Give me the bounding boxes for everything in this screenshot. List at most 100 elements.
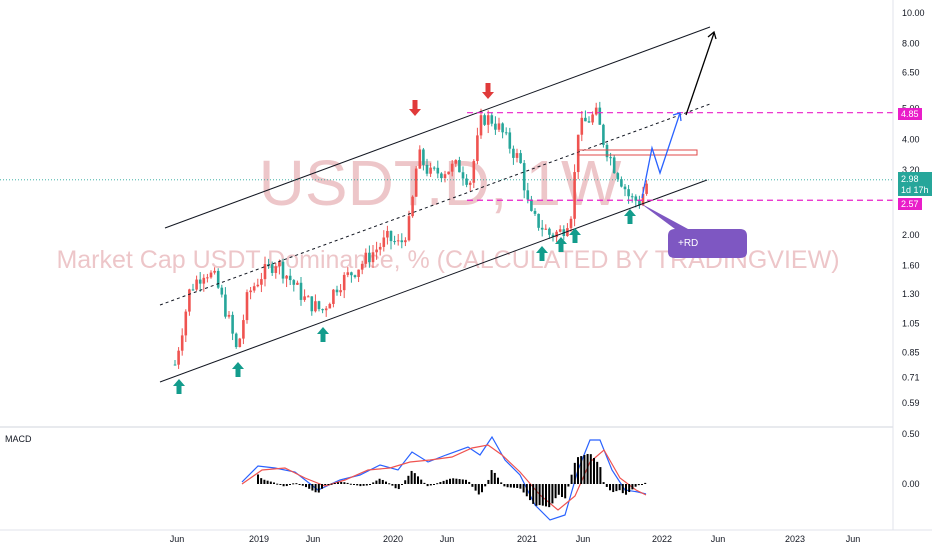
candle-body-55 [371,252,375,263]
candle-body-24 [260,279,263,285]
macd-hist-bar-48 [410,470,413,484]
macd-hist-bar-25 [337,482,339,484]
macd-hist-bar-67 [471,484,474,487]
current-price-label: 2.98 [901,174,919,184]
candle-body-48 [346,272,350,275]
macd-hist-bar-64 [461,479,464,484]
macd-hist-bar-109 [605,484,608,487]
candle-body-35 [299,282,303,300]
candle-body-87 [486,115,490,125]
candle-body-33 [292,280,296,285]
time-tick-4: Jun [440,534,455,544]
macd-hist-bar-107 [599,467,602,484]
candle-body-41 [321,309,324,311]
candle-body-78 [454,160,458,164]
candle-body-60 [389,230,393,242]
candle-body-67 [414,168,418,197]
macd-hist-bar-103 [586,453,589,484]
candle-body-101 [537,213,540,228]
macd-hist-bar-90 [545,484,547,507]
macd-hist-bar-94 [557,484,560,495]
macd-hist-bar-55 [433,484,435,485]
macd-hist-bar-96 [564,484,567,499]
candle-body-122 [612,157,616,174]
macd-hist-bar-11 [292,483,295,485]
candle-body-52 [360,263,364,270]
macd-hist-bar-114 [621,484,624,494]
candle-body-95 [515,153,519,158]
candle-body-15 [227,314,231,317]
time-tick-8: Jun [711,534,726,544]
up-arrow-icon-0 [173,379,185,394]
candle-body-119 [602,124,605,145]
macd-hist-bar-93 [554,484,557,499]
candle-body-76 [447,171,450,175]
candle-body-19 [242,320,245,339]
price-tick-4: 4.00 [902,134,920,144]
watermark-symbol: USDT.D, 1W [259,147,622,219]
macd-hist-bar-117 [631,484,634,490]
macd-label: MACD [5,434,32,444]
candle-body-69 [422,149,425,165]
candle-body-79 [458,160,461,173]
candle-body-3 [184,311,188,336]
candle-body-16 [231,314,234,334]
candle-body-126 [627,189,630,197]
macd-hist-bar-91 [548,484,551,508]
up-arrow-icon-5 [569,228,581,243]
macd-hist-bar-19 [317,484,320,493]
candle-body-116 [591,114,594,123]
candle-body-44 [332,289,335,304]
macd-hist-bar-8 [282,484,285,487]
macd-hist-bar-0 [257,474,259,484]
candle-body-34 [296,282,299,285]
rd-note[interactable]: +RD [640,203,747,258]
candle-body-54 [368,252,371,263]
candle-body-10 [209,272,213,278]
candle-body-23 [256,284,260,287]
macd-hist-bar-66 [468,481,471,484]
macd-hist-bar-119 [637,484,640,486]
macd-hist-bar-89 [541,484,544,506]
candle-body-72 [432,167,436,169]
channel-lower-line [159,179,708,383]
macd-hist-bar-12 [295,483,298,485]
macd-hist-bar-39 [381,479,384,484]
macd-hist-bar-47 [407,475,410,484]
macd-hist-bar-23 [330,483,333,485]
macd-hist-bar-2 [263,479,266,484]
macd-hist-bar-56 [436,483,439,485]
current-price-tag: 2.98 1d 17h [898,172,932,196]
candle-body-36 [303,296,306,300]
macd-hist-bar-59 [445,479,448,484]
candle-body-9 [206,277,209,279]
candle-body-68 [418,149,422,169]
projection-arrowhead [672,112,682,122]
macd-hist-bar-31 [356,484,359,486]
candle-body-17 [234,333,238,348]
price-tick-12: 0.59 [902,398,920,408]
macd-hist-bar-76 [500,482,503,484]
macd-hist-bar-85 [529,484,531,501]
candle-body-6 [195,279,198,290]
candle-body-7 [198,279,202,284]
candle-body-21 [249,290,252,293]
candle-body-124 [620,179,623,187]
macd-hist-bar-15 [305,484,307,488]
time-axis[interactable]: Jun 2019 Jun 2020 Jun 2021 Jun 2022 Jun 2023 Jun [170,534,861,544]
macd-hist-bar-106 [596,461,599,484]
macd-hist-bar-98 [570,474,573,484]
projection-path [641,112,681,199]
macd-hist-bar-112 [615,484,618,492]
macd-hist-bar-73 [490,470,493,484]
macd-hist-bar-99 [573,462,576,484]
candle-body-110 [569,218,573,229]
candle-body-83 [472,161,476,183]
time-tick-9: 2023 [785,534,805,544]
price-tick-6: 2.00 [902,230,920,240]
candle-body-103 [544,228,548,230]
candle-body-123 [616,173,620,180]
candle-body-26 [267,264,270,266]
candle-body-97 [522,163,526,191]
candle-body-85 [479,115,483,136]
